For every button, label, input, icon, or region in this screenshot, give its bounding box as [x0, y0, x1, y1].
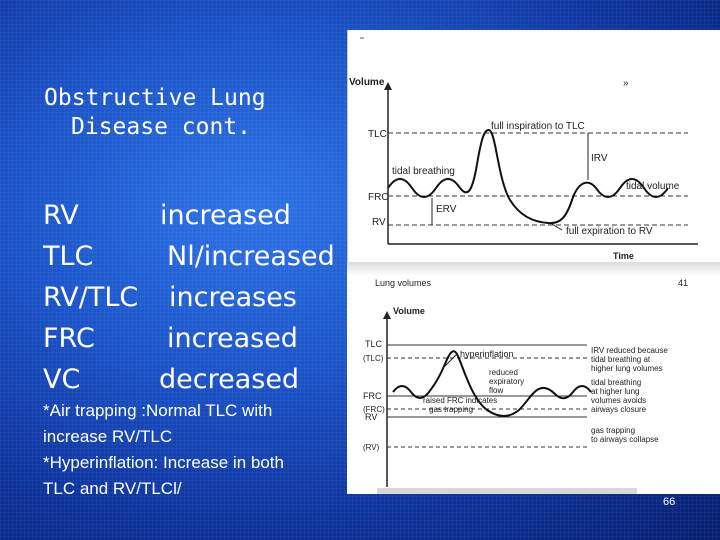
scan-mark-text: »	[623, 78, 629, 89]
full-inspiration-label: full inspiration to TLC	[491, 121, 585, 132]
irv-reduced-label: IRV reduced because	[591, 346, 668, 355]
y-axis-arrow-icon	[383, 311, 391, 319]
note-line: increase RV/TLC	[43, 427, 173, 446]
measure-change: increased	[160, 200, 291, 231]
note-line: *Hyperinflation: Increase in both	[43, 453, 284, 472]
reduced-flow-label: expiratory	[489, 377, 524, 386]
breathing-curve	[387, 129, 669, 225]
frc-normal-label: (FRC)	[363, 405, 385, 414]
tlc-label: TLC	[368, 129, 387, 140]
measure-name: RV/TLC	[43, 282, 139, 313]
reduced-flow-label: flow	[489, 386, 503, 395]
measure-name: VC	[43, 364, 81, 395]
irv-reduced-label: higher lung volumes	[591, 364, 663, 373]
tidal-high-label: volumes avoids	[591, 396, 646, 405]
normal-volumes-figure: Volume » Time TLC FRC RV full inspiratio…	[347, 30, 720, 262]
frc-label: FRC	[363, 391, 382, 401]
frc-label: FRC	[368, 192, 389, 203]
reduced-flow-label: reduced	[489, 368, 518, 377]
measure-name: FRC	[43, 323, 95, 354]
expiration-pointer	[551, 223, 563, 231]
note-line: TLC and RV/TLCl/	[43, 479, 182, 498]
hyperinflation-pointer	[442, 353, 458, 369]
raised-frc-label: raised FRC indicates	[423, 396, 497, 405]
measure-change: Nl/increased	[167, 241, 335, 272]
tidal-high-label: tidal breathing	[591, 378, 641, 387]
note-line: *Air trapping :Normal TLC with	[43, 401, 273, 420]
breathing-curve	[392, 350, 592, 417]
tidal-high-label: airways closure	[591, 405, 647, 414]
slide-page-number: 66	[663, 496, 676, 508]
measure-change: decreased	[159, 364, 300, 395]
erv-label: ERV	[436, 204, 457, 215]
figure-header: Lung volumes	[375, 278, 432, 288]
rv-label: RV	[365, 412, 377, 422]
measure-change: increases	[169, 282, 297, 313]
caption-remnant	[377, 488, 637, 494]
x-axis-label: Time	[613, 251, 634, 261]
tlc-label: TLC	[365, 339, 383, 349]
irv-label: IRV	[591, 153, 608, 164]
slide-title: Obstructive Lung Disease cont.	[44, 84, 266, 142]
obstructive-spirogram: Lung volumes 41 Volume TLC (TLC) FRC (FR…	[363, 278, 688, 494]
page-shade	[347, 262, 720, 276]
irv-reduced-label: tidal breathing at	[591, 355, 651, 364]
y-axis-label: Volume	[349, 77, 385, 88]
book-page-number: 41	[678, 278, 688, 288]
raised-frc-label: gas trapping	[429, 405, 473, 414]
measure-change: increased	[167, 323, 298, 354]
obstructive-volumes-figure: Lung volumes 41 Volume TLC (TLC) FRC (FR…	[347, 262, 720, 494]
slide-notes: *Air trapping :Normal TLC with increase …	[43, 398, 343, 502]
tlc-normal-label: (TLC)	[363, 354, 384, 363]
normal-spirogram: Volume » Time TLC FRC RV full inspiratio…	[349, 37, 698, 261]
full-expiration-label: full expiration to RV	[566, 226, 653, 237]
hyperinflation-label: hyperinflation	[460, 349, 514, 359]
rv-label: RV	[372, 217, 386, 228]
y-axis-label: Volume	[393, 306, 425, 316]
rv-normal-label: (RV)	[363, 443, 380, 452]
title-line-2: Disease cont.	[71, 114, 252, 140]
title-line-1: Obstructive Lung	[44, 85, 266, 111]
gas-trapping-label: gas trapping	[591, 426, 635, 435]
y-axis-arrow-icon	[384, 82, 392, 90]
tidal-volume-label: tidal volume	[626, 181, 680, 192]
gas-trapping-label: to airways collapse	[591, 435, 659, 444]
tidal-high-label: at higher lung	[591, 387, 639, 396]
measure-name: RV	[43, 200, 79, 231]
tidal-breathing-label: tidal breathing	[392, 166, 455, 177]
measure-name: TLC	[43, 241, 94, 272]
